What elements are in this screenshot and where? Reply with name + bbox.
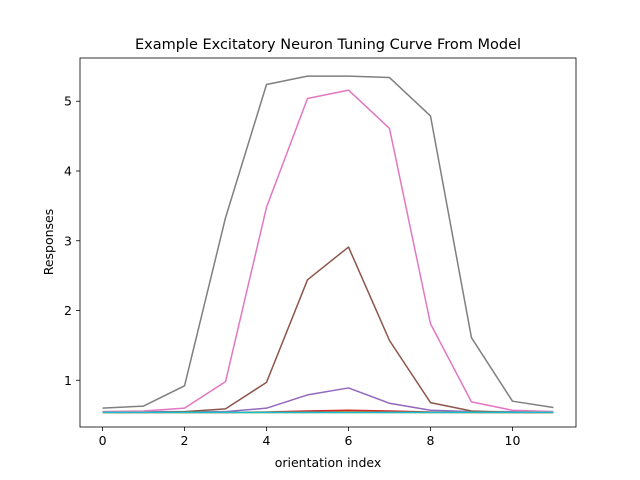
series-layer [102,75,554,414]
x-tick-label: 10 [505,433,521,448]
x-tick-label: 6 [345,433,353,448]
series-line-8 [102,75,554,409]
plot-frame [79,57,577,428]
y-tick-label: 5 [64,94,72,109]
x-tick-label: 8 [427,433,435,448]
y-tick-label: 2 [64,303,72,318]
series-line-7 [102,89,554,413]
x-tick-label: 2 [181,433,189,448]
x-axis-label: orientation index [275,455,382,470]
y-tick-label: 3 [64,233,72,248]
x-tick-label: 4 [263,433,271,448]
x-tick-label: 0 [99,433,107,448]
x-axis-ticks: 0 2 4 6 8 10 [99,427,521,448]
y-axis-ticks: 1 2 3 4 5 [64,94,80,388]
y-axis-label: Responses [41,209,56,276]
chart-title: Example Excitatory Neuron Tuning Curve F… [135,37,521,53]
y-tick-label: 4 [64,164,72,179]
y-tick-label: 1 [64,373,72,388]
